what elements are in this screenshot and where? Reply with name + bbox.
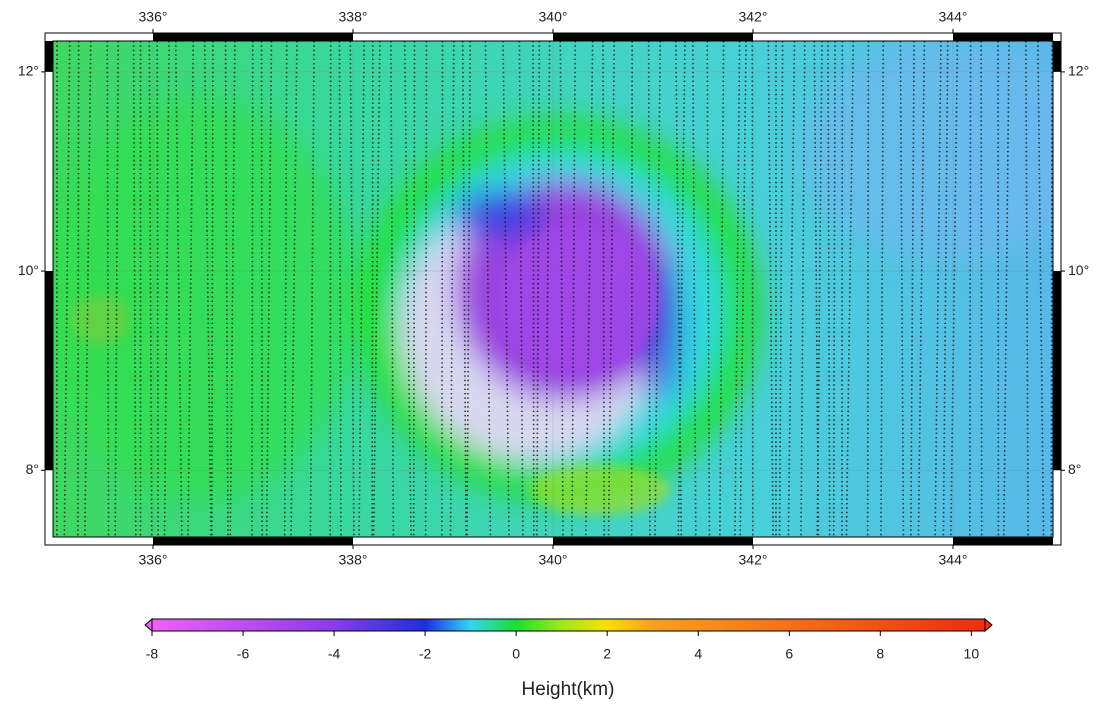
colorbar-triangle — [985, 619, 992, 631]
colorbar-tick-label: 6 — [785, 646, 793, 662]
x-tick-label: 336° — [139, 9, 168, 25]
colorbar — [152, 619, 985, 631]
colorbar-tick-label: 4 — [694, 646, 702, 662]
y-tick-label: 8° — [1068, 461, 1081, 477]
y-tick-label: 8° — [26, 461, 39, 477]
x-tick-label: 344° — [939, 9, 968, 25]
frame-bar — [553, 537, 753, 545]
frame-bar — [553, 33, 753, 41]
x-tick-label: 338° — [339, 9, 368, 25]
x-tick-label: 342° — [739, 552, 768, 568]
frame-bar — [953, 537, 1053, 545]
frame-bar — [1053, 271, 1061, 470]
frame-bar — [1053, 41, 1061, 72]
colorbar-title: Height(km) — [522, 679, 615, 700]
x-tick-label: 336° — [139, 552, 168, 568]
x-tick-label: 338° — [339, 552, 368, 568]
y-tick-label: 10° — [1068, 262, 1089, 278]
colorbar-tick-label: 2 — [603, 646, 611, 662]
y-tick-label: 12° — [18, 63, 39, 79]
height-map — [40, 40, 1096, 537]
frame-bar — [153, 33, 353, 41]
frame-bar — [153, 537, 353, 545]
colorbar-tick-label: -8 — [146, 646, 159, 662]
x-tick-label: 340° — [539, 9, 568, 25]
colorbar-tick-label: 0 — [512, 646, 520, 662]
x-tick-label: 344° — [939, 552, 968, 568]
map-figure: 336° 336° 338° 338° 340° 340° 342° 342° 344° 344°… — [0, 0, 1096, 704]
colorbar-tick-label: -6 — [237, 646, 250, 662]
colorbar-tick-label: -4 — [328, 646, 341, 662]
colorbar-triangle — [145, 619, 152, 631]
frame-bar — [953, 33, 1053, 41]
y-tick-label: 10° — [18, 262, 39, 278]
frame-bar — [45, 41, 53, 72]
frame-bar — [45, 271, 53, 470]
colorbar-tick-label: 10 — [964, 646, 980, 662]
x-tick-label: 340° — [539, 552, 568, 568]
y-tick-label: 12° — [1068, 63, 1089, 79]
colorbar-tick-label: -2 — [419, 646, 432, 662]
x-tick-label: 342° — [739, 9, 768, 25]
colorbar-tick-label: 8 — [876, 646, 884, 662]
